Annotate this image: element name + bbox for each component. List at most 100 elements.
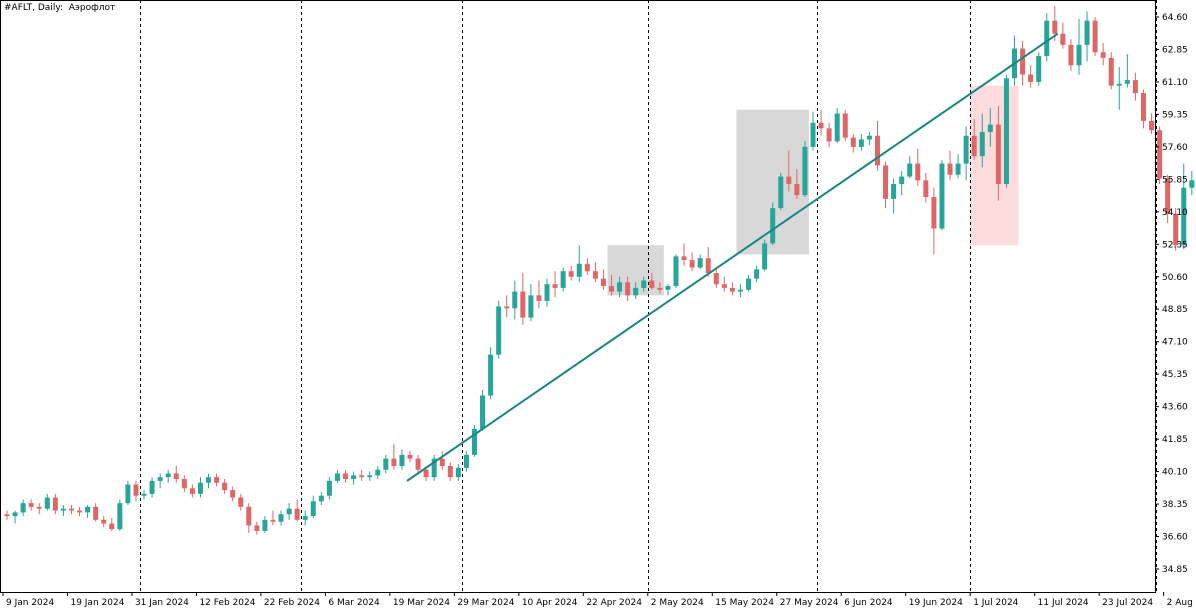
candle <box>407 451 413 463</box>
candle <box>899 171 905 196</box>
candle-body <box>383 458 389 470</box>
trendline[interactable] <box>406 32 1059 482</box>
candle-body <box>1181 187 1187 246</box>
candle <box>4 510 10 520</box>
candle <box>1092 17 1098 56</box>
candle <box>68 504 74 515</box>
candle <box>1132 72 1138 101</box>
candles <box>4 5 1195 535</box>
candle-body <box>649 280 655 288</box>
trendline-layer[interactable] <box>406 32 1059 482</box>
price-axis: 64.60 62.85 61.10 59.35 57.60 55.85 54.10 52.35… <box>1155 13 1188 575</box>
candle <box>133 480 139 502</box>
candle <box>858 133 864 151</box>
candle-body <box>278 514 284 522</box>
candle <box>939 159 945 231</box>
candle <box>721 276 727 292</box>
time-tick-label: 23 Jul 2024 <box>1102 598 1153 608</box>
candle <box>649 273 655 290</box>
candle-body <box>254 525 260 531</box>
candle-body <box>584 263 590 272</box>
candle-body <box>609 286 614 292</box>
candle <box>60 504 66 517</box>
candle <box>923 172 929 203</box>
price-tick-label: 41.85 <box>1162 435 1188 445</box>
candle-body <box>891 183 897 199</box>
candle-body <box>544 284 550 301</box>
highlight-box-3[interactable] <box>970 85 1019 246</box>
candle-body <box>705 258 711 274</box>
candle <box>326 477 332 500</box>
candle <box>197 477 203 498</box>
candle <box>1060 22 1066 49</box>
candle <box>826 122 832 147</box>
candle <box>931 187 937 255</box>
candle <box>93 503 99 522</box>
candle-body <box>818 122 824 129</box>
candle-body <box>4 514 10 517</box>
candle <box>109 517 115 531</box>
candle <box>1044 13 1050 62</box>
candle-body <box>222 482 228 491</box>
candle-body <box>592 271 598 279</box>
candle-body <box>754 269 760 279</box>
candle <box>1181 163 1187 249</box>
candle-body <box>1124 80 1130 84</box>
candle-body <box>463 454 469 468</box>
candle-body <box>496 306 502 355</box>
candle-body <box>987 124 993 133</box>
candle <box>1116 67 1122 110</box>
candle-body <box>230 490 236 498</box>
candle-body <box>721 284 727 288</box>
candle-body <box>125 484 131 504</box>
candle <box>987 107 993 147</box>
candle-body <box>12 512 18 517</box>
candle-body <box>189 488 195 494</box>
time-tick-label: 10 Apr 2024 <box>522 598 578 608</box>
candle <box>463 451 469 472</box>
candle <box>512 280 518 320</box>
candle-body <box>883 165 889 199</box>
candle <box>1157 126 1163 184</box>
candle-body <box>44 497 50 509</box>
candle <box>1189 171 1195 196</box>
candle <box>36 503 42 515</box>
candle-body <box>746 278 752 290</box>
candle <box>246 503 252 533</box>
time-tick-label: 6 Mar 2024 <box>328 598 380 608</box>
candle <box>697 254 703 270</box>
candle-body <box>673 256 679 287</box>
candle-body <box>1068 44 1074 66</box>
candle <box>423 467 429 481</box>
candle <box>979 113 985 168</box>
candle <box>907 156 913 179</box>
candle-body <box>20 503 26 513</box>
candle-body <box>617 282 623 292</box>
candle <box>359 469 365 481</box>
candle <box>576 245 582 283</box>
candle-body <box>697 258 703 268</box>
candle <box>681 243 687 266</box>
candle <box>206 473 211 489</box>
candle <box>560 267 566 292</box>
time-tick-label: 31 Jan 2024 <box>135 598 189 608</box>
candle <box>955 154 961 179</box>
period-separators <box>140 0 1157 592</box>
candle <box>915 148 921 186</box>
candle-body <box>36 506 42 509</box>
candle <box>343 469 349 483</box>
price-tick-label: 57.60 <box>1162 143 1188 153</box>
candle <box>705 247 711 277</box>
candle-body <box>480 395 486 429</box>
candle-body <box>302 516 308 520</box>
instrument-name: Аэрофлот <box>68 3 116 13</box>
candle <box>383 454 389 474</box>
candle-body <box>512 291 518 309</box>
candle-body <box>955 163 961 175</box>
candle <box>262 516 268 533</box>
candle <box>1084 11 1090 62</box>
candle <box>1076 18 1082 75</box>
candle-body <box>28 503 34 507</box>
candle-body <box>737 289 743 292</box>
